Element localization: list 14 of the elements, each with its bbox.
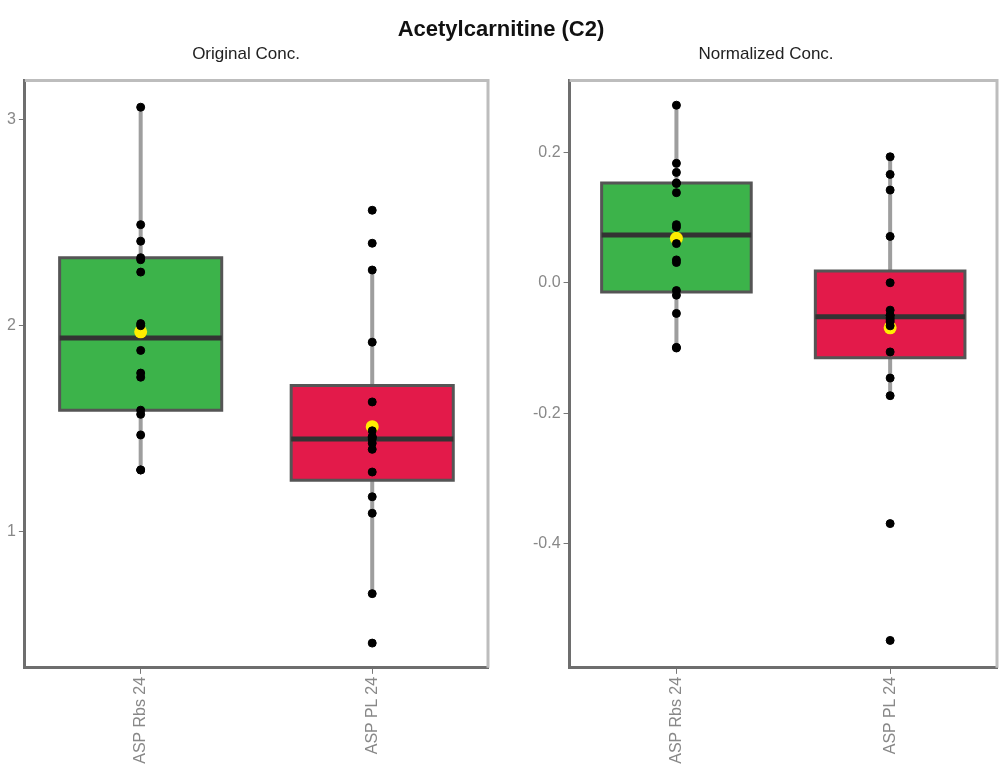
y-tick-label: 0.2 (538, 142, 561, 160)
y-tick-label: -0.4 (532, 534, 561, 552)
x-tick-label: ASP PL 24 (880, 676, 898, 755)
chart-title: Acetylcarnitine (C2) (396, 16, 606, 42)
x-tick-label: ASP Rbs 24 (666, 676, 684, 764)
y-tick-label: 0.0 (538, 273, 561, 291)
y-tick-label: -0.2 (532, 403, 561, 421)
chart-title: Normalized Conc. (698, 43, 834, 63)
y-tick-label: 3 (6, 109, 16, 127)
chart-subtitle: Original Conc. (192, 43, 300, 63)
x-tick-label: ASP PL 24 (362, 676, 380, 755)
y-tick-label: 2 (6, 316, 16, 334)
y-tick-label: 1 (6, 522, 16, 540)
x-tick-label: ASP Rbs 24 (131, 676, 149, 764)
